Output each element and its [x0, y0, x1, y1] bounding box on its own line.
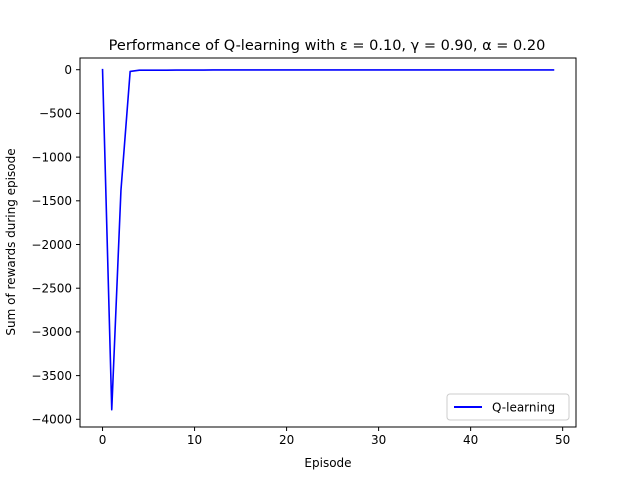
plot-area-background: [80, 58, 576, 427]
y-tick-label: −2500: [31, 282, 72, 296]
series-layer: [101, 68, 555, 411]
plot-area: [79, 57, 577, 428]
y-tick-label: −1500: [31, 194, 72, 208]
y-tick-label: −500: [39, 107, 72, 121]
legend-label: Q-learning: [492, 401, 555, 415]
chart-title: Performance of Q-learning with ε = 0.10,…: [109, 38, 546, 54]
x-tick-label: 30: [371, 433, 386, 447]
legend: Q-learning: [446, 393, 570, 421]
y-axis-label: Sum of rewards during episode: [4, 148, 18, 335]
y-tick-label: 0: [64, 63, 72, 77]
y-tick-label: −1000: [31, 150, 72, 164]
y-axis-ticks: 0 −500 −1000 −1500 −2000 −2500 −3000 −3500 −4000: [31, 63, 80, 427]
x-axis-label: Episode: [304, 456, 351, 470]
x-tick-label: 10: [187, 433, 202, 447]
y-tick-label: −2000: [31, 238, 72, 252]
x-tick-label: 50: [555, 433, 570, 447]
series-line: [101, 68, 555, 411]
x-tick-label: 0: [99, 433, 107, 447]
y-tick-label: −4000: [31, 413, 72, 427]
y-tick-label: −3000: [31, 325, 72, 339]
x-tick-label: 20: [279, 433, 294, 447]
legend-frame: [446, 393, 570, 421]
plot-frame: [79, 57, 577, 428]
y-tick-label: −3500: [31, 369, 72, 383]
x-tick-label: 40: [463, 433, 478, 447]
x-axis-ticks: 0 10 20 30 40 50: [99, 427, 570, 447]
